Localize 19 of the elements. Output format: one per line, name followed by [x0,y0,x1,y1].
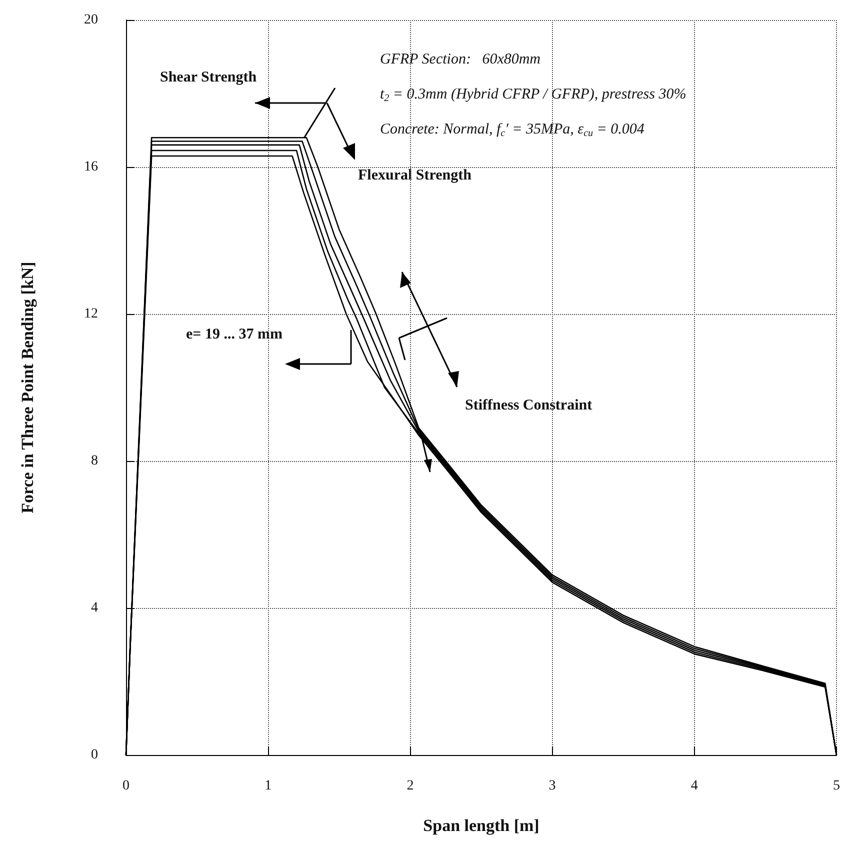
y-tick-label: 0 [91,748,98,762]
x-tick-label: 5 [833,778,840,794]
y-tick-label: 4 [91,600,98,616]
y-tick-label: 8 [91,454,98,468]
annotation: e= 19 ... 37 mm [186,326,283,342]
x-tick-label: 3 [548,778,556,794]
x-tick-label: 1 [264,778,272,794]
annotation: Stiffness Constraint [465,398,592,414]
x-tick-label: 0 [122,778,130,794]
y-axis-title: Force in Three Point Bending [kN] [18,262,37,514]
annotation: Flexural Strength [358,168,472,184]
y-tick-label: 12 [84,306,98,322]
y-tick-label: 20 [84,12,98,28]
y-tick-label: 16 [84,160,98,174]
annotation: Shear Strength [160,70,258,86]
annotation: GFRP Section: 60x80mm [380,52,541,68]
x-tick-label: 2 [406,778,414,794]
x-axis-title: Span length [m] [423,816,540,835]
x-tick-label: 4 [690,778,698,794]
